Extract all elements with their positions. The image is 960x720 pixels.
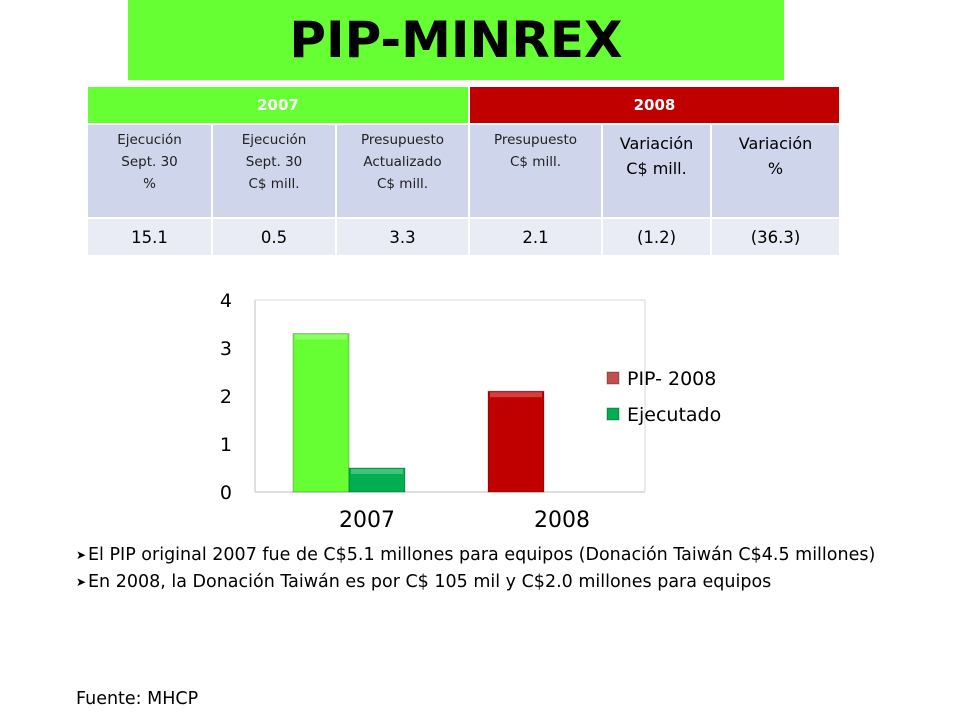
cell-presupuesto-actualizado: 3.3 [336,218,470,257]
year-2007-header: 2007 [88,87,470,125]
y-tick-label: 1 [220,434,232,456]
col-header-variacion-pct: Variación% [711,124,842,219]
bar-2007-1 [348,467,406,493]
bar-highlight [351,469,403,474]
cell-presupuesto-2008: 2.1 [469,218,603,257]
summary-table: 2007 2008 Ejecución Sept. 30% Ejecución Se… [88,87,842,257]
col-header-variacion-mill: Variación C$ mill. [602,124,712,219]
y-tick-label: 4 [220,290,232,312]
arrow-bullet-icon: ➤ [76,575,87,589]
y-tick-label: 2 [220,386,232,408]
cell-variacion-pct: (36.3) [711,218,842,257]
cell-ejecucion-pct: 15.1 [88,218,213,257]
bar-highlight [490,392,542,398]
bar-2007-0 [292,333,350,493]
table-row: 15.1 0.5 3.3 2.1 (1.2) (36.3) [88,218,842,257]
col-header-presupuesto-2008: Presupuesto C$ mill. [469,124,603,219]
year-2008-header: 2008 [469,87,842,125]
bullet-list: ➤ El PIP original 2007 fue de C$5.1 mill… [76,542,936,596]
column-header-row: Ejecución Sept. 30% Ejecución Sept. 30 C$ m… [88,124,842,219]
x-tick-label: 2008 [534,508,590,533]
bullet-item: ➤ En 2008, la Donación Taiwán es por C$ … [76,569,936,596]
source-note: Fuente: MHCP [76,689,199,709]
bar-highlight [295,334,347,340]
bullet-text: En 2008, la Donación Taiwán es por C$ 10… [88,572,772,592]
y-tick-label: 3 [220,338,232,360]
bullet-text: El PIP original 2007 fue de C$5.1 millon… [88,545,876,565]
x-tick-label: 2007 [339,508,395,533]
year-header-row: 2007 2008 [88,87,842,125]
title-banner: PIP-MINREX [128,0,784,80]
legend-swatch [606,407,620,421]
bar-2008-0 [487,390,545,493]
y-tick-label: 0 [220,482,232,504]
bullet-item: ➤ El PIP original 2007 fue de C$5.1 mill… [76,542,936,569]
cell-ejecucion-mill: 0.5 [212,218,337,257]
col-header-presupuesto-actualizado: Presupuesto Actualizado C$ mill. [336,124,470,219]
legend-swatch [606,371,620,385]
col-header-ejecucion-pct: Ejecución Sept. 30% [88,124,213,219]
legend-label: PIP- 2008 [627,368,716,390]
page-title: PIP-MINREX [289,11,623,69]
legend-label: Ejecutado [627,404,721,426]
col-header-ejecucion-mill: Ejecución Sept. 30 C$ mill. [212,124,337,219]
arrow-bullet-icon: ➤ [76,548,87,562]
cell-variacion-mill: (1.2) [602,218,712,257]
